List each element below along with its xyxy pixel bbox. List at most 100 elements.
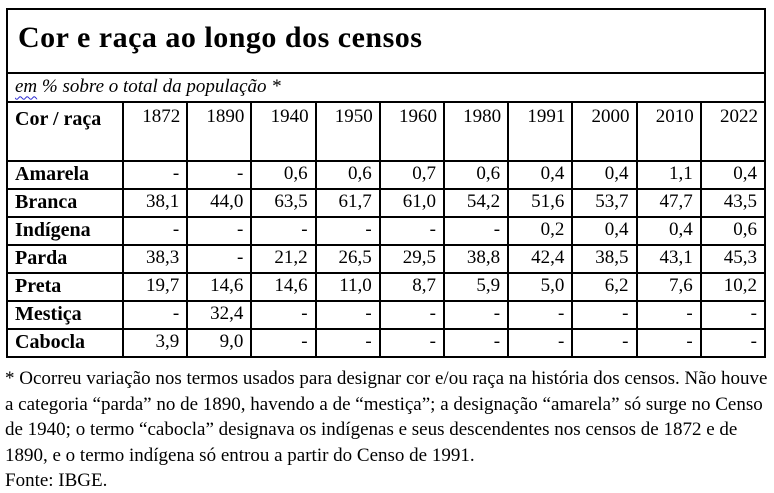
- value-cell-parda-2010: 43,1: [635, 244, 702, 274]
- value-cell-mestica-2010: -: [635, 300, 702, 330]
- subtitle: em % sobre o total da população *: [6, 72, 766, 103]
- value-cell-parda-1872: 38,3: [121, 244, 189, 274]
- value-cell-parda-1980: 38,8: [442, 244, 510, 274]
- value-cell-amarela-1890: -: [186, 160, 253, 190]
- value-cell-mestica-2000: -: [571, 300, 638, 330]
- table-row-mestica: Mestiça -32,4- - - - - - - -: [6, 300, 767, 330]
- year-header-1940: 1940: [250, 101, 317, 162]
- value-cell-mestica-2022: -: [699, 300, 767, 330]
- value-cell-mestica-1940: -: [250, 300, 317, 330]
- value-cell-branca-1940: 63,5: [250, 188, 317, 218]
- value-cell-preta-2000: 6,2: [571, 272, 638, 302]
- year-header-1872: 1872: [121, 101, 189, 162]
- value-cell-branca-2010: 47,7: [635, 188, 702, 218]
- value-cell-branca-1950: 61,7: [314, 188, 381, 218]
- value-cell-cabocla-1960: -: [378, 328, 445, 358]
- value-cell-cabocla-1980: -: [442, 328, 510, 358]
- value-cell-parda-1890: -: [186, 244, 253, 274]
- year-header-1950: 1950: [314, 101, 381, 162]
- value-cell-preta-1890: 14,6: [186, 272, 253, 302]
- year-header-2010: 2010: [635, 101, 702, 162]
- value-cell-parda-1991: 42,4: [507, 244, 574, 274]
- row-label-amarela: Amarela: [6, 160, 124, 190]
- value-cell-cabocla-1940: -: [250, 328, 317, 358]
- value-cell-preta-1960: 8,7: [378, 272, 445, 302]
- value-cell-amarela-2010: 1,1: [635, 160, 702, 190]
- value-cell-branca-1890: 44,0: [186, 188, 253, 218]
- value-cell-branca-1991: 51,6: [507, 188, 574, 218]
- value-cell-preta-1872: 19,7: [121, 272, 189, 302]
- corner-header-text: Cor / raça: [15, 108, 102, 130]
- value-cell-cabocla-1950: -: [314, 328, 381, 358]
- table-row-cabocla: Cabocla 3,9 9,0- - - - - - - -: [6, 328, 767, 358]
- value-cell-branca-1960: 61,0: [378, 188, 445, 218]
- table-row-amarela: Amarela - -0,6 0,6 0,7 0,6 0,4 0,4 1,1 0,4: [6, 160, 767, 190]
- value-cell-mestica-1872: -: [121, 300, 189, 330]
- value-cell-mestica-1980: -: [442, 300, 510, 330]
- value-cell-preta-1940: 14,6: [250, 272, 317, 302]
- value-cell-branca-2000: 53,7: [571, 188, 638, 218]
- value-cell-amarela-2000: 0,4: [571, 160, 638, 190]
- value-cell-indigena-1980: -: [442, 216, 510, 246]
- value-cell-indigena-1872: -: [121, 216, 189, 246]
- row-label-parda: Parda: [6, 244, 124, 274]
- year-header-2000: 2000: [571, 101, 638, 162]
- table-row-branca: Branca 38,1 44,0 63,5 61,7 61,0 54,2 51,6 53,7 47…: [6, 188, 767, 218]
- year-header-1991: 1991: [507, 101, 574, 162]
- row-label-cabocla: Cabocla: [6, 328, 124, 358]
- value-cell-cabocla-2000: -: [571, 328, 638, 358]
- year-header-1960: 1960: [378, 101, 445, 162]
- value-cell-mestica-1890: 32,4: [186, 300, 253, 330]
- value-cell-amarela-1872: -: [121, 160, 189, 190]
- notes-block: * Ocorreu variação nos termos usados par…: [5, 366, 769, 493]
- subtitle-misspelled-word: em: [15, 75, 38, 97]
- value-cell-indigena-1960: -: [378, 216, 445, 246]
- table-row-parda: Parda 38,3-21,2 26,5 29,5 38,8 42,4 38,5 43,1 45…: [6, 244, 767, 274]
- year-header-1980: 1980: [442, 101, 510, 162]
- value-cell-cabocla-2010: -: [635, 328, 702, 358]
- year-header-2022: 2022: [699, 101, 767, 162]
- table-row-preta: Preta 19,7 14,6 14,6 11,0 8,7 5,9 5,0 6,2 7,6 10,2: [6, 272, 767, 302]
- value-cell-preta-2010: 7,6: [635, 272, 702, 302]
- census-table: Cor e raça ao longo dos censos em % sobr…: [6, 8, 767, 358]
- value-cell-indigena-2000: 0,4: [571, 216, 638, 246]
- value-cell-preta-1991: 5,0: [507, 272, 574, 302]
- title-row: Cor e raça ao longo dos censos: [6, 8, 766, 74]
- value-cell-indigena-1890: -: [186, 216, 253, 246]
- value-cell-parda-1960: 29,5: [378, 244, 445, 274]
- source-line: Fonte: IBGE.: [5, 470, 108, 491]
- value-cell-mestica-1960: -: [378, 300, 445, 330]
- value-cell-indigena-2022: 0,6: [699, 216, 767, 246]
- corner-header: Cor / raça: [6, 101, 124, 162]
- value-cell-amarela-1940: 0,6: [250, 160, 317, 190]
- value-cell-branca-1980: 54,2: [442, 188, 510, 218]
- row-label-mestica: Mestiça: [6, 300, 124, 330]
- value-cell-amarela-1960: 0,7: [378, 160, 445, 190]
- value-cell-indigena-1950: -: [314, 216, 381, 246]
- value-cell-preta-1980: 5,9: [442, 272, 510, 302]
- year-header-1890: 1890: [186, 101, 253, 162]
- table-body: Cor e raça ao longo dos censos em % sobr…: [6, 8, 767, 358]
- value-cell-parda-2022: 45,3: [699, 244, 767, 274]
- value-cell-amarela-1991: 0,4: [507, 160, 574, 190]
- row-label-indigena: Indígena: [6, 216, 124, 246]
- value-cell-parda-1950: 26,5: [314, 244, 381, 274]
- value-cell-indigena-1940: -: [250, 216, 317, 246]
- page-title: Cor e raça ao longo dos censos: [6, 8, 766, 74]
- value-cell-branca-1872: 38,1: [121, 188, 189, 218]
- subtitle-rest: % sobre o total da população *: [37, 75, 281, 97]
- value-cell-parda-1940: 21,2: [250, 244, 317, 274]
- value-cell-amarela-1950: 0,6: [314, 160, 381, 190]
- value-cell-mestica-1991: -: [507, 300, 574, 330]
- value-cell-cabocla-2022: -: [699, 328, 767, 358]
- value-cell-cabocla-1872: 3,9: [121, 328, 189, 358]
- value-cell-amarela-2022: 0,4: [699, 160, 767, 190]
- table-header-row: Cor / raça 1872 1890 1940 1950 1960 1980 1991 2…: [6, 101, 767, 162]
- footnote: * Ocorreu variação nos termos usados par…: [5, 368, 768, 466]
- table-row-indigena: Indígena - - - - - -0,2 0,4 0,4 0,6: [6, 216, 767, 246]
- value-cell-indigena-2010: 0,4: [635, 216, 702, 246]
- value-cell-cabocla-1890: 9,0: [186, 328, 253, 358]
- value-cell-parda-2000: 38,5: [571, 244, 638, 274]
- value-cell-preta-1950: 11,0: [314, 272, 381, 302]
